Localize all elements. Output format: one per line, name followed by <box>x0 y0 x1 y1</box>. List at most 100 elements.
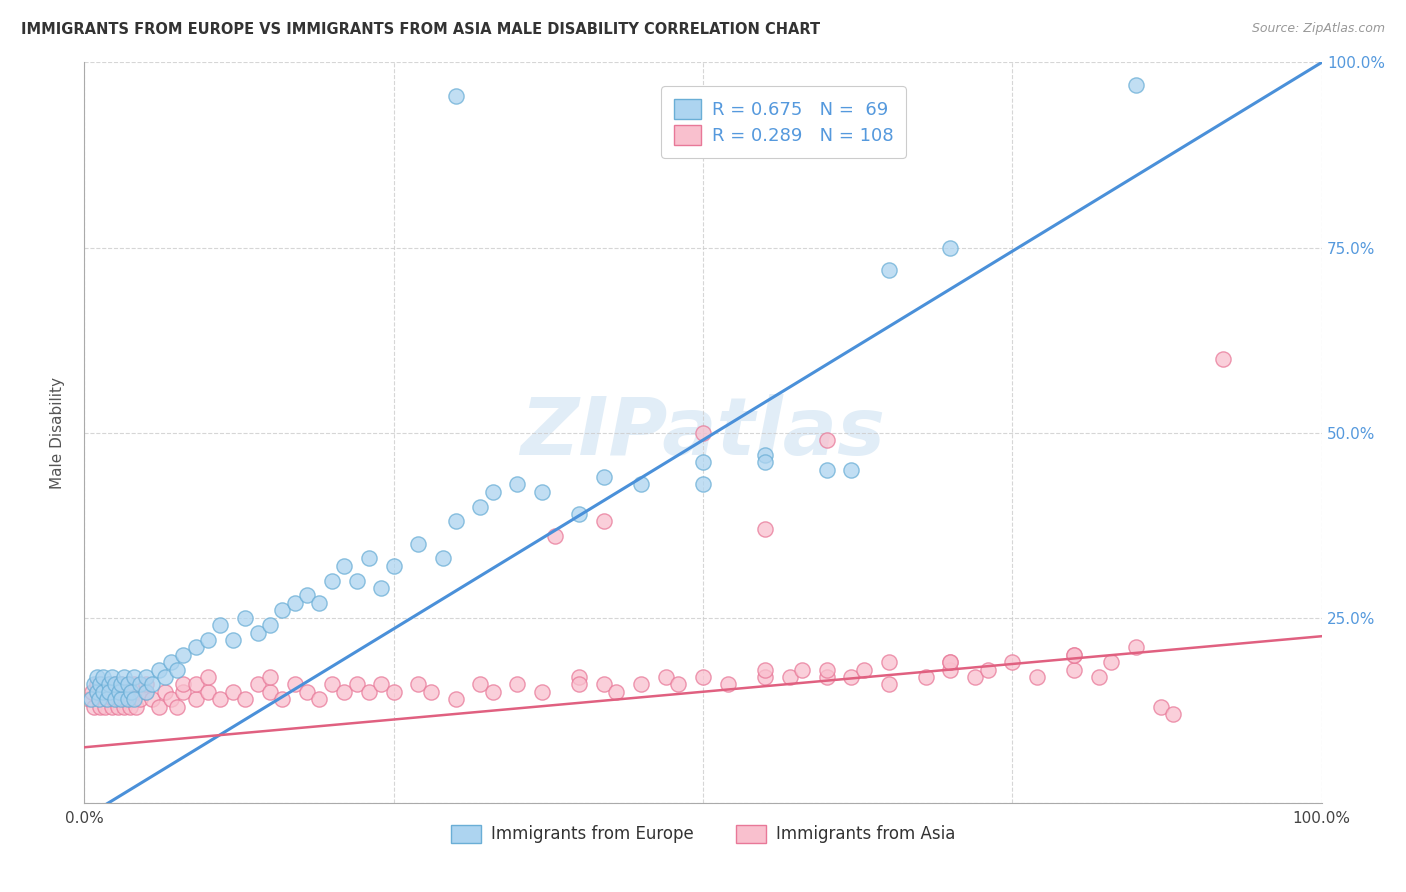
Point <box>122 692 145 706</box>
Point <box>419 685 441 699</box>
Point <box>321 574 343 588</box>
Point <box>444 692 467 706</box>
Point <box>153 670 176 684</box>
Point <box>692 670 714 684</box>
Point <box>1063 663 1085 677</box>
Point <box>259 670 281 684</box>
Point <box>370 677 392 691</box>
Point <box>108 685 131 699</box>
Point <box>346 677 368 691</box>
Point <box>432 551 454 566</box>
Point <box>568 670 591 684</box>
Point <box>108 692 131 706</box>
Point <box>83 699 105 714</box>
Point <box>976 663 998 677</box>
Point <box>333 685 356 699</box>
Point <box>107 699 129 714</box>
Point <box>531 685 554 699</box>
Point <box>98 685 121 699</box>
Point <box>271 603 294 617</box>
Point <box>408 536 430 550</box>
Point <box>506 677 529 691</box>
Point <box>605 685 627 699</box>
Point <box>100 699 122 714</box>
Point <box>630 677 652 691</box>
Point <box>86 685 108 699</box>
Point <box>593 515 616 529</box>
Point <box>135 685 157 699</box>
Point <box>110 685 132 699</box>
Point <box>184 640 207 655</box>
Point <box>209 618 232 632</box>
Point <box>754 670 776 684</box>
Point <box>939 663 962 677</box>
Point <box>120 685 142 699</box>
Point <box>96 692 118 706</box>
Point <box>357 551 380 566</box>
Point <box>370 581 392 595</box>
Point <box>120 699 142 714</box>
Point <box>89 692 111 706</box>
Legend: Immigrants from Europe, Immigrants from Asia: Immigrants from Europe, Immigrants from … <box>444 818 962 850</box>
Point <box>284 677 307 691</box>
Point <box>98 677 121 691</box>
Point <box>117 677 139 691</box>
Point <box>692 425 714 440</box>
Point <box>172 648 194 662</box>
Point <box>965 670 987 684</box>
Point <box>790 663 813 677</box>
Point <box>141 692 163 706</box>
Point <box>1001 655 1024 669</box>
Point <box>104 685 127 699</box>
Point <box>815 462 838 476</box>
Point <box>295 589 318 603</box>
Point <box>222 685 245 699</box>
Text: IMMIGRANTS FROM EUROPE VS IMMIGRANTS FROM ASIA MALE DISABILITY CORRELATION CHART: IMMIGRANTS FROM EUROPE VS IMMIGRANTS FRO… <box>21 22 820 37</box>
Point <box>666 677 689 691</box>
Point <box>815 663 838 677</box>
Point <box>135 685 157 699</box>
Point <box>98 677 121 691</box>
Point <box>104 692 127 706</box>
Point <box>481 484 503 499</box>
Point <box>148 699 170 714</box>
Point <box>79 692 101 706</box>
Point <box>101 692 124 706</box>
Point <box>91 685 114 699</box>
Point <box>939 240 962 255</box>
Point <box>86 670 108 684</box>
Point <box>1099 655 1122 669</box>
Point <box>96 692 118 706</box>
Point <box>114 692 136 706</box>
Point <box>1063 648 1085 662</box>
Point <box>877 677 900 691</box>
Point <box>333 558 356 573</box>
Point <box>112 699 135 714</box>
Point <box>754 455 776 469</box>
Point <box>939 655 962 669</box>
Point <box>382 685 405 699</box>
Point <box>86 677 108 691</box>
Point <box>122 670 145 684</box>
Point <box>197 632 219 647</box>
Point <box>531 484 554 499</box>
Point <box>568 677 591 691</box>
Text: ZIPatlas: ZIPatlas <box>520 393 886 472</box>
Point <box>295 685 318 699</box>
Point <box>506 477 529 491</box>
Point <box>593 470 616 484</box>
Point <box>717 677 740 691</box>
Point <box>692 455 714 469</box>
Point <box>1125 78 1147 92</box>
Point <box>184 692 207 706</box>
Text: Source: ZipAtlas.com: Source: ZipAtlas.com <box>1251 22 1385 36</box>
Point <box>914 670 936 684</box>
Point <box>110 692 132 706</box>
Point <box>692 477 714 491</box>
Point <box>246 625 269 640</box>
Point <box>284 596 307 610</box>
Point <box>197 685 219 699</box>
Point <box>1026 670 1049 684</box>
Point <box>94 699 117 714</box>
Point <box>104 677 127 691</box>
